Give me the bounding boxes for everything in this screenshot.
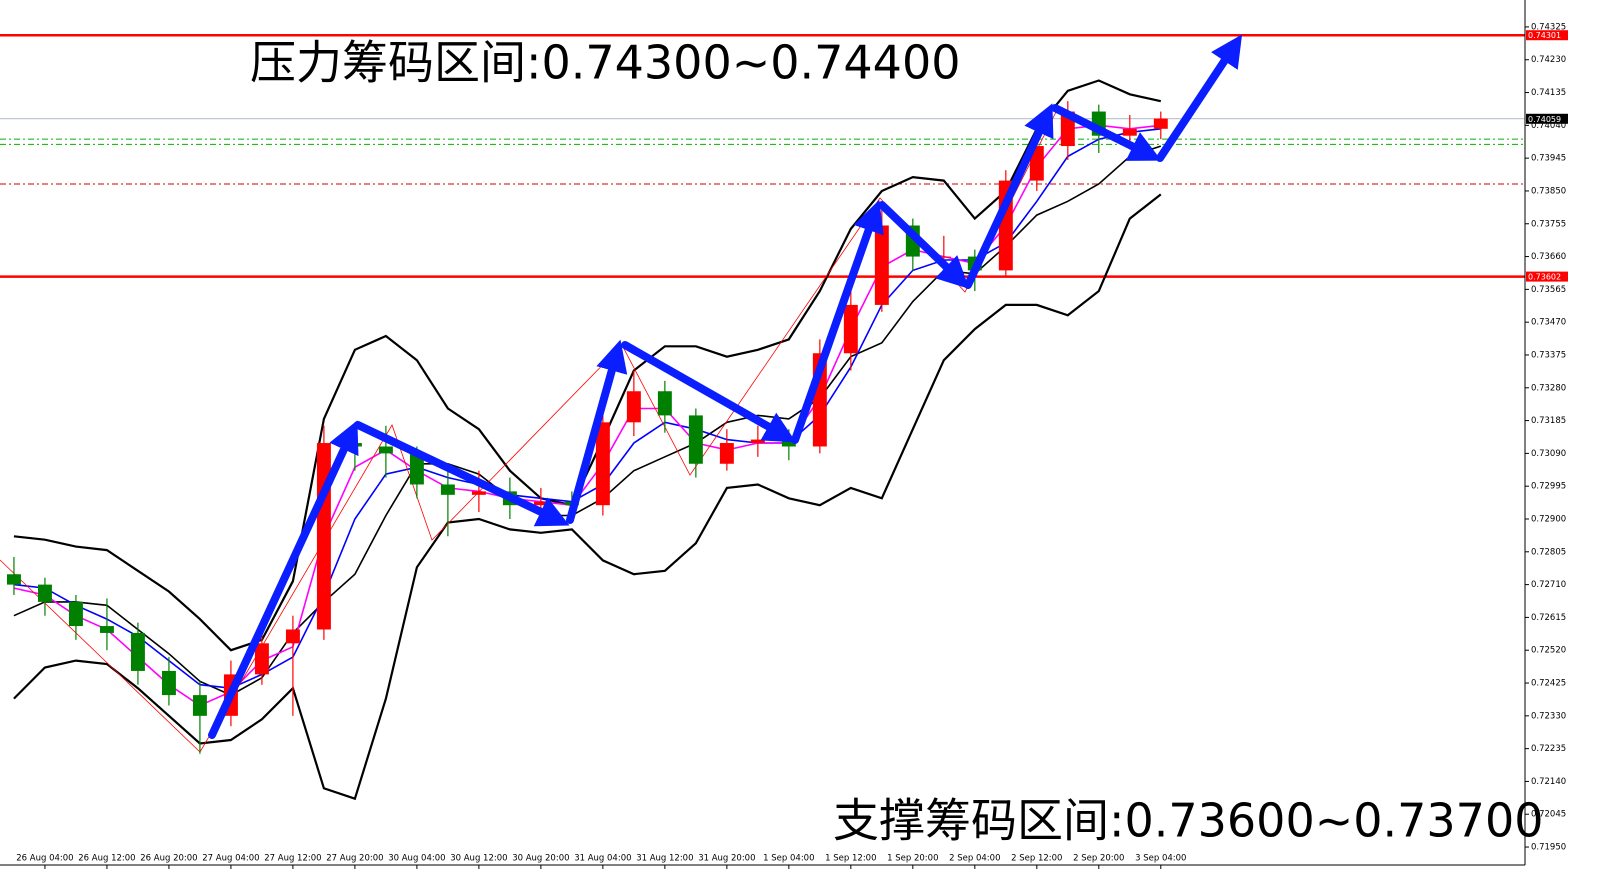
x-tick-label: 1 Sep 04:00: [763, 854, 814, 864]
candle-body: [874, 225, 889, 305]
x-tick-label: 1 Sep 12:00: [825, 854, 876, 864]
trend-arrows: [208, 34, 1243, 739]
y-tick-label: 0.73850: [1531, 186, 1566, 196]
price-tag: [1526, 113, 1568, 124]
y-tick-label: 0.73660: [1531, 252, 1566, 262]
candle-body: [192, 695, 207, 716]
y-tick-label: 0.72710: [1531, 580, 1566, 590]
x-tick-label: 31 Aug 12:00: [636, 854, 693, 864]
x-tick-label: 27 Aug 04:00: [202, 854, 259, 864]
candle-body: [533, 501, 548, 506]
candle-body: [99, 626, 114, 633]
y-tick-label: 0.72235: [1531, 744, 1566, 754]
x-tick-label: 26 Aug 12:00: [78, 854, 135, 864]
x-tick-label: 31 Aug 20:00: [698, 854, 755, 864]
candle-body: [595, 422, 610, 506]
y-tick-label: 0.73755: [1531, 219, 1566, 229]
candle-body: [130, 632, 145, 671]
price-tag-label: 0.73602: [1528, 273, 1561, 282]
candle-body: [688, 415, 703, 464]
price-tag-label: 0.74301: [1528, 31, 1561, 40]
price-tag: [1526, 271, 1568, 282]
y-tick-label: 0.74040: [1531, 121, 1566, 131]
y-tick-label: 0.73090: [1531, 449, 1566, 459]
y-tick-label: 0.73185: [1531, 416, 1566, 426]
y-tick-label: 0.72805: [1531, 547, 1566, 557]
candle-body: [316, 443, 331, 630]
x-tick-label: 30 Aug 04:00: [388, 854, 445, 864]
y-tick-label: 0.72520: [1531, 646, 1566, 656]
candle-body: [6, 574, 21, 585]
annotation: 压力筹码区间:0.74300~0.74400: [250, 36, 960, 90]
x-tick-label: 31 Aug 04:00: [574, 854, 631, 864]
y-tick-label: 0.74325: [1531, 22, 1566, 32]
candle-body: [657, 391, 672, 416]
candle-body: [471, 491, 486, 495]
y-tick-label: 0.72045: [1531, 810, 1566, 820]
candle-body: [440, 484, 455, 495]
candle-body: [68, 601, 83, 627]
candle-body: [1122, 128, 1137, 136]
x-tick-label: 26 Aug 20:00: [140, 854, 197, 864]
y-tick-label: 0.72615: [1531, 613, 1566, 623]
x-tick-label: 2 Sep 12:00: [1011, 854, 1062, 864]
candle-body: [1029, 146, 1044, 181]
candle-body: [843, 304, 858, 354]
candle-body: [719, 443, 734, 464]
y-tick-label: 0.74230: [1531, 55, 1566, 65]
y-tick-label: 0.72425: [1531, 679, 1566, 689]
x-tick-label: 27 Aug 20:00: [326, 854, 383, 864]
y-tick-label: 0.73470: [1531, 318, 1566, 328]
y-tick-label: 0.73945: [1531, 154, 1566, 164]
y-tick-label: 0.73375: [1531, 350, 1566, 360]
y-tick-label: 0.73565: [1531, 285, 1566, 295]
price-tag: [1526, 30, 1568, 41]
x-tick-label: 30 Aug 20:00: [512, 854, 569, 864]
candle-body: [37, 584, 52, 602]
y-tick-label: 0.73280: [1531, 383, 1566, 393]
candle-body: [750, 439, 765, 444]
y-tick-label: 0.72330: [1531, 711, 1566, 721]
x-tick-label: 2 Sep 04:00: [949, 854, 1000, 864]
y-tick-label: 0.72995: [1531, 482, 1566, 492]
candle-body: [409, 453, 424, 485]
x-tick-label: 3 Sep 04:00: [1135, 854, 1186, 864]
axes: 0.74325 0.74230 0.74135 0.74040 0.73945 0.738…: [16, 22, 1568, 869]
annotation: 支撑筹码区间:0.73600~0.73700: [833, 794, 1543, 848]
candle-body: [161, 670, 176, 696]
y-tick-label: 0.72900: [1531, 515, 1566, 525]
candle-body: [254, 643, 269, 675]
candle-body: [285, 629, 300, 644]
x-tick-label: 30 Aug 12:00: [450, 854, 507, 864]
x-tick-label: 2 Sep 20:00: [1073, 854, 1124, 864]
y-tick-label: 0.74135: [1531, 88, 1566, 98]
y-tick-label: 0.71950: [1531, 843, 1566, 853]
x-tick-label: 27 Aug 12:00: [264, 854, 321, 864]
x-tick-label: 1 Sep 20:00: [887, 854, 938, 864]
x-tick-label: 26 Aug 04:00: [16, 854, 73, 864]
candle-body: [378, 446, 393, 454]
price-tag-label: 0.74059: [1528, 115, 1561, 124]
y-tick-label: 0.72140: [1531, 777, 1566, 787]
candle-body: [626, 391, 641, 423]
candle-body: [1153, 118, 1168, 129]
candle-body: [781, 439, 796, 447]
